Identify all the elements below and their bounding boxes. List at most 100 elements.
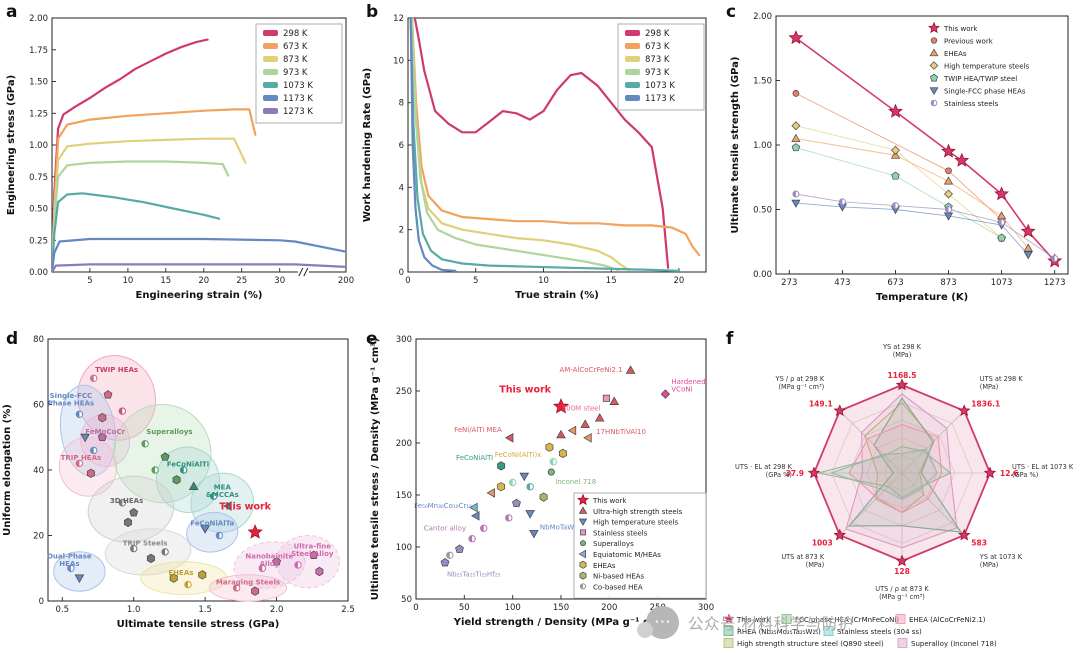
chart-uts-vs-temperature: 273 473 673 873 1073 1273 0.00 0.50 1.00 1.50 2.00…	[730, 12, 1069, 303]
svg-text:TRIP Steels: TRIP Steels	[123, 539, 168, 547]
svg-text:200: 200	[338, 276, 354, 286]
svg-text:Temperature (K): Temperature (K)	[876, 292, 968, 303]
svg-text:25: 25	[236, 276, 247, 286]
watermark-text: 公众号:材料科学与防护	[688, 614, 854, 633]
svg-text:UTS · EL at 1073 K(GPa %): UTS · EL at 1073 K (GPa %)	[1012, 463, 1074, 479]
svg-text:0: 0	[399, 268, 404, 278]
svg-text:Ultra-high strength steels: Ultra-high strength steels	[593, 508, 683, 516]
svg-text:50: 50	[459, 603, 470, 613]
svg-text:FeCoNiAlTi: FeCoNiAlTi	[167, 461, 209, 469]
svg-text:Engineering strain (%): Engineering strain (%)	[136, 290, 263, 301]
svg-text:1836.1: 1836.1	[971, 400, 1000, 409]
svg-text:20: 20	[673, 276, 684, 286]
svg-text:Ni-based HEAs: Ni-based HEAs	[593, 573, 645, 581]
svg-text:Equiatomic M/HEAs: Equiatomic M/HEAs	[593, 551, 661, 559]
svg-text:Inconel 718: Inconel 718	[555, 478, 596, 486]
svg-text:EHEA (AlCoCrFeNi2.1): EHEA (AlCoCrFeNi2.1)	[909, 616, 986, 624]
panel-tag-d: d	[6, 329, 19, 349]
svg-text:FeNi/AlTi MEA: FeNi/AlTi MEA	[454, 426, 502, 434]
svg-text:UTS / ρ at 873 K(MPa g⁻¹ cm³): UTS / ρ at 873 K (MPa g⁻¹ cm³)	[875, 585, 929, 601]
svg-text:300: 300	[698, 603, 714, 613]
svg-text:100: 100	[505, 603, 521, 613]
svg-text:973 K: 973 K	[283, 68, 308, 78]
svg-text:Ultimate tensile stress (GPa): Ultimate tensile stress (GPa)	[117, 619, 280, 630]
svg-text:200: 200	[601, 603, 617, 613]
svg-text:17HNbTiVAl10: 17HNbTiVAl10	[596, 428, 646, 436]
svg-text:Single-FCC phase HEAs: Single-FCC phase HEAs	[944, 88, 1026, 96]
chart-elongation-vs-uts: 0.5 1.0 1.5 2.0 2.5 0 20 40 60 80 Ultimate tensile…	[2, 335, 355, 630]
svg-text:40: 40	[33, 466, 44, 476]
svg-text:Engineering stress (GPa): Engineering stress (GPa)	[6, 75, 17, 215]
svg-text:100: 100	[396, 543, 412, 553]
svg-text:5: 5	[473, 276, 478, 286]
svg-text:1273: 1273	[1044, 278, 1066, 288]
svg-text:Cantor alloy: Cantor alloy	[424, 525, 466, 533]
panel-tag-e: e	[366, 329, 378, 349]
svg-text:10: 10	[122, 276, 133, 286]
svg-text:FeCoNiAlTi: FeCoNiAlTi	[456, 454, 493, 462]
svg-text:149.1: 149.1	[809, 400, 833, 409]
panel-d: d 0.5 1.0 1.5 2.0 2.5 0 20 40 60 80 Ultimate tensi…	[0, 327, 360, 653]
svg-text:473: 473	[834, 278, 850, 288]
svg-text:2.0: 2.0	[270, 605, 284, 615]
svg-text:1273 K: 1273 K	[283, 107, 313, 117]
svg-text:150: 150	[553, 603, 569, 613]
svg-text:High strength structure steel: High strength structure steel (Q890 stee…	[737, 640, 884, 648]
svg-text:673 K: 673 K	[645, 42, 670, 52]
svg-text:YS at 298 K(MPa): YS at 298 K (MPa)	[882, 343, 922, 359]
svg-text:AM-AlCoCrFeNi2.1: AM-AlCoCrFeNi2.1	[559, 366, 622, 374]
svg-text:RHEA (Nb₂₅Mo₂₅Ta₂₅W₂₅): RHEA (Nb₂₅Mo₂₅Ta₂₅W₂₅)	[737, 628, 821, 636]
svg-text:0.5: 0.5	[56, 605, 70, 615]
svg-text:200: 200	[396, 439, 412, 449]
svg-text:0: 0	[413, 603, 418, 613]
svg-text:EHEAs: EHEAs	[944, 50, 967, 58]
chart-engineering-stress-strain: 5 10 15 20 25 30 200 0.00 0.25 0.50 0.75 1.00 1.25 1.…	[6, 14, 354, 301]
svg-text:1.50: 1.50	[29, 78, 48, 88]
svg-text:873 K: 873 K	[283, 55, 308, 65]
svg-text:150: 150	[396, 491, 412, 501]
svg-text:300: 300	[396, 335, 412, 345]
svg-text:128: 128	[894, 567, 910, 576]
svg-text:12.6: 12.6	[1000, 469, 1019, 478]
svg-text:FCC phase HEA (CrMnFeCoNi): FCC phase HEA (CrMnFeCoNi)	[795, 616, 899, 624]
svg-text:Previous work: Previous work	[944, 38, 994, 46]
watermark: ⋯ 公众号:材料科学与防护	[637, 606, 854, 639]
svg-text:1.5: 1.5	[198, 605, 212, 615]
chat-bubble-icon: ⋯	[637, 606, 679, 639]
svg-text:1.0: 1.0	[127, 605, 141, 615]
svg-text:FeCoNiAlTa: FeCoNiAlTa	[190, 520, 234, 528]
panel-tag-b: b	[366, 2, 379, 22]
svg-text:EHEAs: EHEAs	[168, 569, 193, 577]
svg-text:20: 20	[198, 276, 209, 286]
svg-text:Nb₂₅Ta₂₅Ti₂₅Hf₂₅: Nb₂₅Ta₂₅Ti₂₅Hf₂₅	[447, 571, 500, 579]
svg-text:1073 K: 1073 K	[283, 81, 313, 91]
svg-text:This work: This work	[943, 25, 978, 33]
svg-text:Yield strength / Density (MPa: Yield strength / Density (MPa g⁻¹ cm³)	[453, 617, 669, 628]
svg-text:5: 5	[87, 276, 92, 286]
svg-text:873: 873	[940, 278, 956, 288]
svg-text:0: 0	[39, 597, 44, 607]
svg-text:EHEAs: EHEAs	[593, 562, 616, 570]
svg-text:1173 K: 1173 K	[645, 94, 675, 104]
chart-specific-strength: 05010015020025030050100150200250300Yield…	[370, 335, 714, 628]
panel-tag-f: f	[726, 329, 734, 349]
svg-text:Ultimate tensile stress / Dens: Ultimate tensile stress / Density (MPa g…	[370, 338, 381, 600]
svg-text:250: 250	[396, 387, 412, 397]
svg-text:1073: 1073	[991, 278, 1013, 288]
svg-text:298 K: 298 K	[283, 29, 308, 39]
svg-text:Uniform elongation (%): Uniform elongation (%)	[2, 404, 13, 536]
svg-text:0.00: 0.00	[753, 270, 772, 280]
panel-b: b 0 5 10 15 20 0 2 4 6 8 10 12 True strain (%) Work h…	[360, 0, 720, 326]
svg-text:NbMoTaWV: NbMoTaWV	[540, 524, 579, 532]
panel-tag-a: a	[6, 2, 18, 22]
svg-text:20: 20	[33, 532, 44, 542]
svg-text:Co-based HEA: Co-based HEA	[593, 583, 643, 591]
panel-f: f 1168.5 YS at 298 K (MPa) 1836.1 UTS at 298…	[720, 327, 1080, 653]
svg-text:4: 4	[399, 183, 404, 193]
svg-text:High temperature steels: High temperature steels	[593, 519, 678, 527]
svg-text:50: 50	[401, 595, 412, 605]
panel-a: a 5 10 15 20 25 30 200 0.00 0.25 0.50 0.75 1.00 1.25…	[0, 0, 360, 326]
